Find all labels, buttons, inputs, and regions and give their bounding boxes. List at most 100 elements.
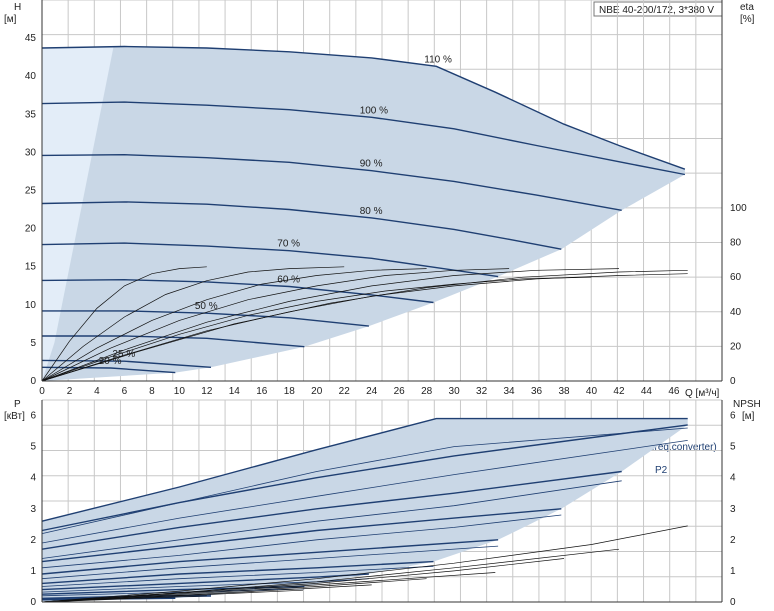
efficiency-curve	[41, 266, 207, 382]
x-axis-label: Q [м³/ч]	[685, 388, 720, 399]
bottom-right-tick-label: 1	[730, 566, 736, 577]
head-curve-label: 20 %	[99, 356, 122, 367]
head-curve-label: 80 %	[360, 206, 383, 217]
p1-curve	[41, 560, 434, 585]
bottom-left-tick-label: 1	[30, 566, 36, 577]
bottom-left-tick-label: 2	[30, 535, 36, 546]
p1-curve	[41, 424, 688, 532]
p1-curve	[41, 508, 562, 563]
x-tick-label: 10	[174, 386, 186, 397]
x-tick-label: 2	[67, 386, 73, 397]
npsh-curve	[41, 595, 207, 603]
top-left-tick-label: 45	[25, 33, 37, 44]
top-left-tick-label: 25	[25, 186, 37, 197]
top-right-tick-label: 0	[730, 376, 736, 387]
bottom-right-axis-unit: [м]	[742, 411, 755, 422]
plot-layer: 110 %100 %90 %80 %70 %60 %50 %25 %20 %05…	[25, 0, 747, 608]
x-tick-label: 36	[531, 386, 543, 397]
head-curve	[41, 242, 499, 278]
x-tick-label: 26	[394, 386, 406, 397]
head-curve	[41, 201, 562, 250]
bottom-left-axis-unit: [кВт]	[4, 411, 25, 422]
top-right-tick-label: 40	[730, 307, 742, 318]
bottom-left-tick-label: 4	[30, 473, 36, 484]
x-tick-label: 14	[229, 386, 241, 397]
top-right-axis-unit: [%]	[740, 14, 755, 25]
p2-curve	[41, 440, 688, 544]
top-right-tick-label: 80	[730, 238, 742, 249]
head-curve	[41, 278, 434, 304]
p2-curve	[41, 588, 305, 597]
x-tick-label: 28	[421, 386, 433, 397]
p2-curve	[41, 480, 622, 559]
x-tick-label: 40	[586, 386, 598, 397]
x-tick-label: 20	[311, 386, 323, 397]
top-left-tick-label: 30	[25, 147, 37, 158]
p2-curve	[41, 545, 499, 580]
p1-curve	[41, 470, 622, 550]
top-left-tick-label: 5	[30, 338, 36, 349]
x-tick-label: 46	[668, 386, 680, 397]
bottom-left-tick-label: 3	[30, 504, 36, 515]
head-curve-label: 25 %	[112, 349, 135, 360]
top-left-tick-label: 35	[25, 109, 37, 120]
x-tick-label: 16	[256, 386, 268, 397]
x-tick-label: 0	[39, 386, 45, 397]
top-operating-region	[42, 46, 685, 381]
top-left-tick-label: 20	[25, 224, 37, 235]
efficiency-curve	[41, 266, 345, 382]
npsh-curve	[41, 572, 496, 603]
x-tick-label: 8	[149, 386, 155, 397]
npsh-curve	[41, 558, 565, 603]
top-right-tick-label: 20	[730, 341, 742, 352]
bottom-right-tick-label: 4	[730, 473, 736, 484]
head-curve	[41, 101, 686, 176]
bottom-left-tick-label: 0	[30, 597, 36, 608]
head-curve-label: 70 %	[277, 239, 300, 250]
head-curve	[41, 45, 686, 170]
top-region-highlight	[42, 47, 114, 382]
bottom-right-tick-label: 3	[730, 504, 736, 515]
efficiency-curve	[41, 268, 620, 382]
x-tick-label: 32	[476, 386, 488, 397]
bottom-right-tick-label: 2	[730, 535, 736, 546]
top-left-tick-label: 0	[30, 376, 36, 387]
x-tick-label: 22	[339, 386, 351, 397]
x-tick-label: 4	[94, 386, 100, 397]
x-tick-label: 12	[201, 386, 213, 397]
top-left-axis-title: H	[14, 2, 21, 13]
head-curve	[42, 310, 369, 327]
p2-curve	[41, 427, 688, 534]
p2-curve	[41, 514, 562, 569]
p2-curve	[41, 578, 369, 593]
top-left-axis-unit: [м]	[4, 14, 17, 25]
head-curve	[42, 335, 305, 348]
p2-curve	[41, 565, 434, 587]
title-box: NBE 40-200/172, 3*380 V	[593, 1, 723, 17]
head-curve-label: 90 %	[360, 159, 383, 170]
efficiency-curve	[41, 268, 510, 382]
efficiency-curve	[41, 268, 427, 382]
x-tick-label: 44	[641, 386, 653, 397]
p2-annotation: P2	[655, 465, 668, 476]
chart-title: NBE 40-200/172, 3*380 V	[599, 5, 714, 16]
p1-annotation: P1 (motor+freq.converter)	[602, 442, 717, 453]
top-right-axis-title: eta	[740, 2, 754, 13]
x-tick-label: 18	[284, 386, 296, 397]
bottom-right-tick-label: 0	[730, 597, 736, 608]
npsh-curve	[41, 578, 427, 603]
bottom-power-region	[42, 418, 688, 602]
bottom-left-tick-label: 6	[30, 411, 36, 422]
p1-curve	[41, 417, 688, 522]
x-tick-label: 30	[449, 386, 461, 397]
bottom-right-axis-title: NPSH	[733, 399, 761, 410]
x-tick-label: 42	[613, 386, 625, 397]
top-left-tick-label: 15	[25, 262, 37, 273]
bottom-right-tick-label: 6	[730, 411, 736, 422]
bottom-right-tick-label: 5	[730, 442, 736, 453]
efficiency-curve	[41, 276, 592, 382]
top-right-tick-label: 100	[730, 203, 747, 214]
efficiency-curve	[41, 273, 688, 382]
npsh-curve	[41, 525, 688, 603]
